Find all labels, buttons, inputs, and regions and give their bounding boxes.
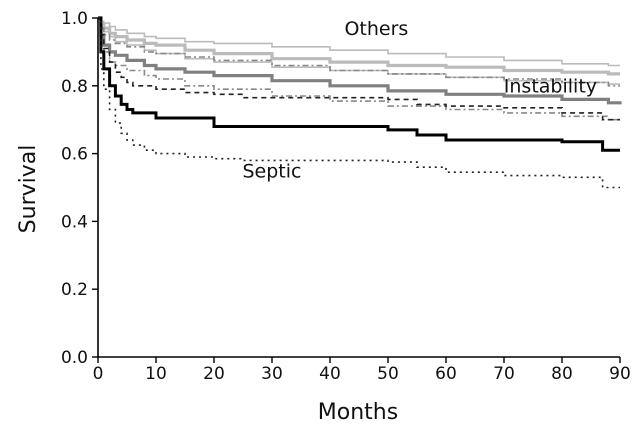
plot-area: 0 10 20 30 40 50 60 70 80 90 0.0 0.2 0.4 0.6 0.8 1.0 Ot… xyxy=(61,9,631,384)
series-line-septic-lower-ci xyxy=(98,17,620,189)
y-axis-label: Survival xyxy=(16,145,41,234)
annotation-septic: Septic xyxy=(243,160,302,182)
y-tick-label: 0.2 xyxy=(61,280,88,300)
series-line-instability-estimate xyxy=(98,16,622,105)
x-tick-label: 70 xyxy=(493,364,515,384)
y-tick-label: 0.8 xyxy=(61,77,88,97)
axis-frame xyxy=(97,18,620,358)
y-tick-label: 0.4 xyxy=(61,212,88,232)
annotation-others: Others xyxy=(344,18,408,40)
series-layer xyxy=(98,16,622,189)
annotations: Others Instability Septic xyxy=(243,18,598,182)
x-axis-label: Months xyxy=(318,400,398,425)
annotation-instability: Instability xyxy=(504,76,597,98)
series-line-others-estimate xyxy=(98,16,620,76)
x-tick-label: 30 xyxy=(261,364,283,384)
series-line-septic-upper-ci xyxy=(98,17,620,121)
series-line-instability-upper-ci xyxy=(98,17,620,87)
x-tick-label: 80 xyxy=(551,364,573,384)
x-tick-label: 90 xyxy=(609,364,631,384)
axis-ticks: 0 10 20 30 40 50 60 70 80 90 0.0 0.2 0.4 0.6 0.8 1.0 xyxy=(61,9,631,384)
x-tick-label: 0 xyxy=(93,364,104,384)
series-line-septic-estimate xyxy=(98,16,620,152)
x-tick-label: 10 xyxy=(145,364,167,384)
y-tick-label: 0.0 xyxy=(61,348,88,368)
x-tick-label: 50 xyxy=(377,364,399,384)
x-tick-label: 60 xyxy=(435,364,457,384)
series-line-instability-lower-ci xyxy=(98,17,620,121)
x-tick-label: 40 xyxy=(319,364,341,384)
y-tick-label: 1.0 xyxy=(61,9,88,29)
y-tick-label: 0.6 xyxy=(61,145,88,165)
series-line-others-upper-ci xyxy=(98,17,620,67)
x-tick-label: 20 xyxy=(203,364,225,384)
